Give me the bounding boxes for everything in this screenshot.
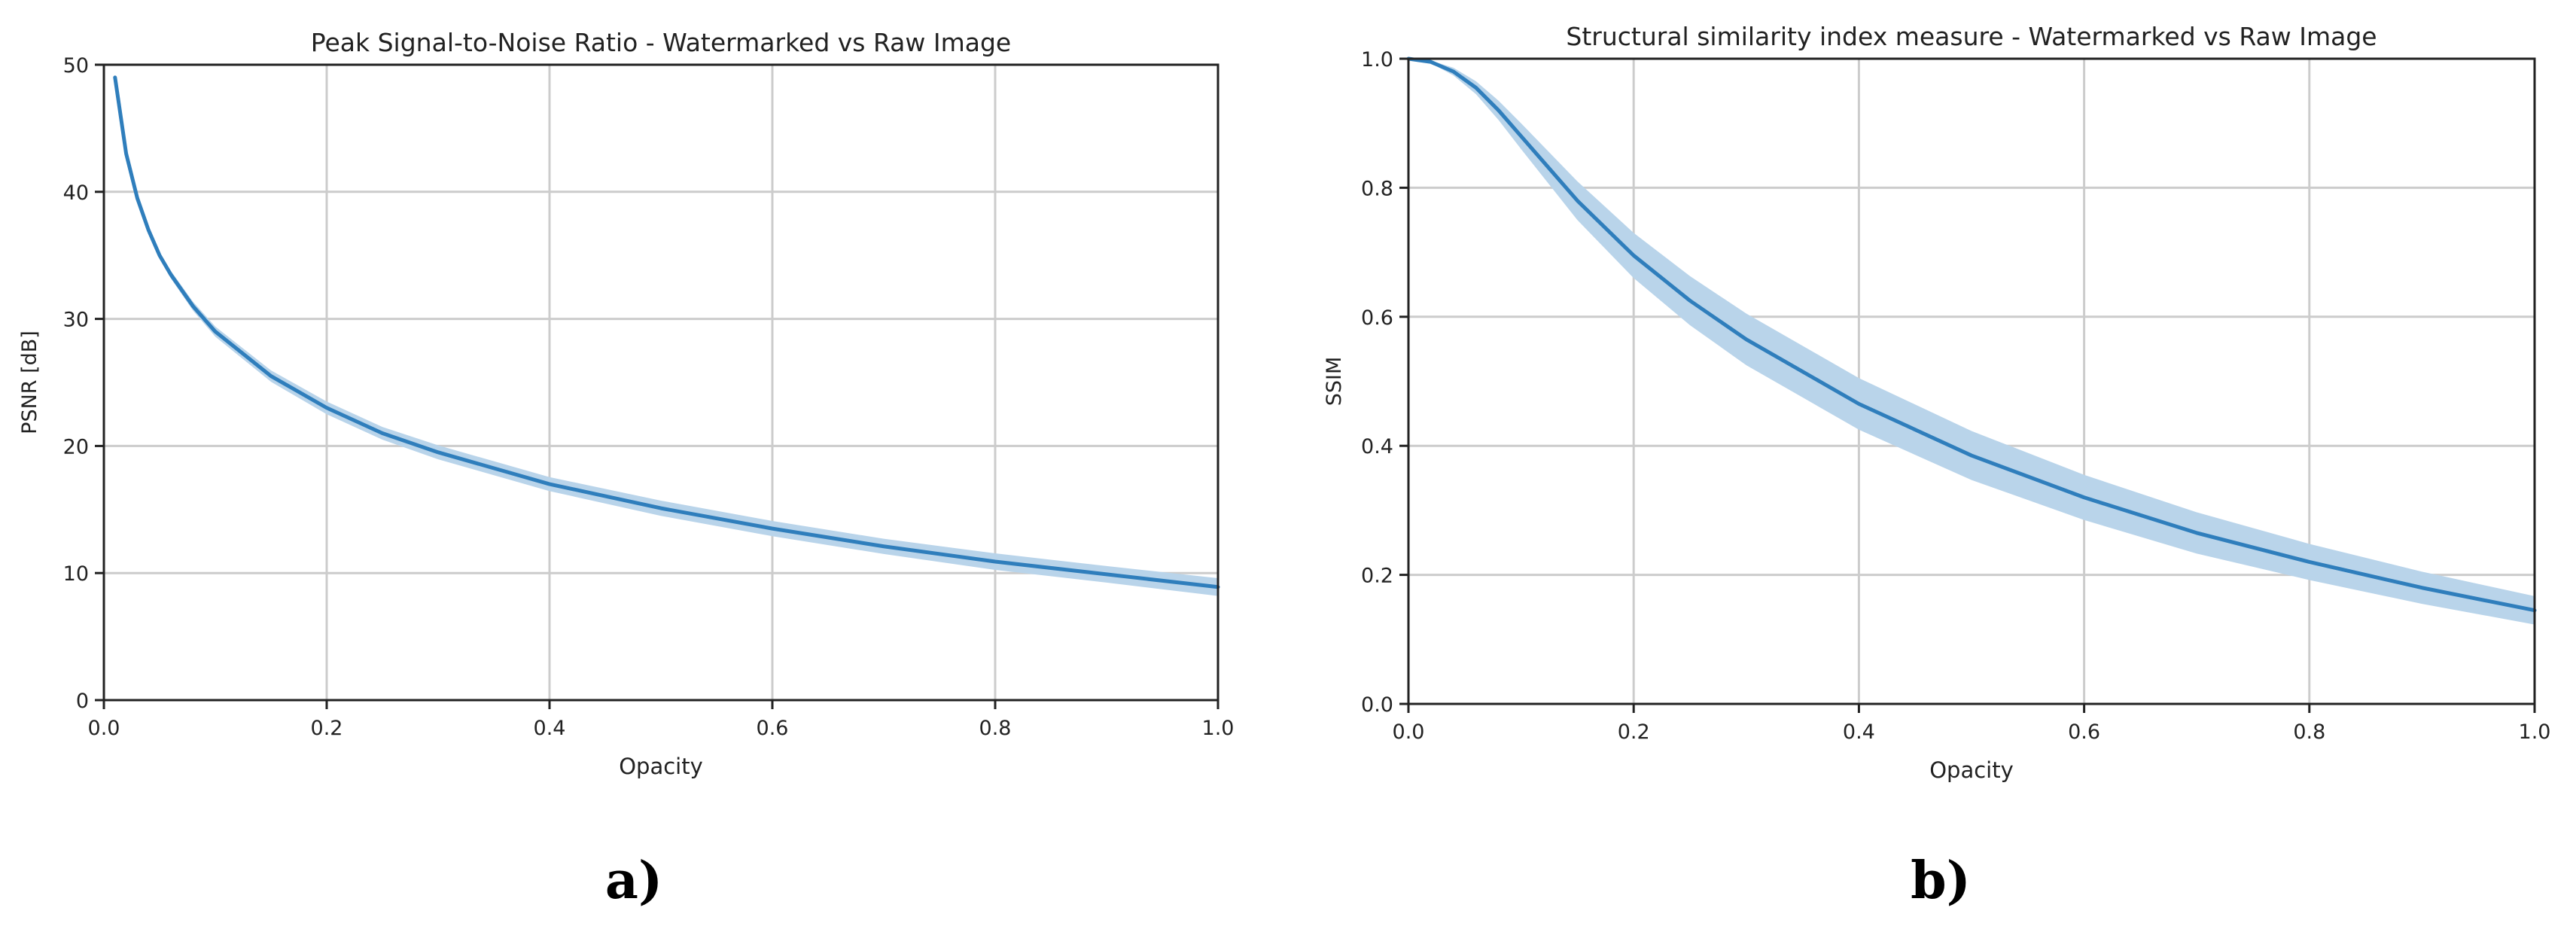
chart2-x-tick-label: 0.6 [2068, 720, 2100, 744]
chart1-x-tick-label: 0.8 [979, 717, 1012, 740]
chart2-y-tick-label: 1.0 [1361, 48, 1393, 72]
chart2-confidence-band [1408, 59, 2535, 625]
panel-label-b: b) [1911, 851, 1971, 911]
chart2-y-tick-label: 0.0 [1361, 693, 1393, 717]
chart1-y-tick-label: 50 [63, 54, 89, 78]
chart1-x-tick-label: 0.6 [757, 717, 789, 740]
chart2-plot-frame [1407, 57, 2536, 705]
chart2-y-tick-label: 0.4 [1361, 435, 1393, 458]
chart2-x-axis-label: Opacity [1929, 757, 2014, 783]
chart1-x-tick-label: 0.2 [311, 717, 343, 740]
chart2-x-tick-label: 0.8 [2293, 720, 2325, 744]
chart1-y-tick-label: 40 [63, 181, 89, 205]
chart1-title: Peak Signal-to-Noise Ratio - Watermarked… [311, 28, 1011, 57]
chart1-x-tick-label: 0.0 [88, 717, 120, 740]
chart1-x-axis-label: Opacity [619, 754, 703, 779]
chart1-x-tick-label: 0.4 [534, 717, 566, 740]
chart1-series-line [113, 75, 1220, 589]
chart1-confidence-band [114, 77, 1218, 596]
chart2-y-axis-label: SSIM [1323, 357, 1346, 407]
chart2-x-tick-label: 0.2 [1618, 720, 1650, 744]
chart2-x-tick-label: 1.0 [2519, 720, 2551, 744]
chart2-y-tick-label: 0.8 [1361, 177, 1393, 200]
chart1-y-tick-label: 10 [63, 562, 89, 586]
chart2-series-line [1406, 56, 2537, 613]
panel-label-a: a) [604, 851, 663, 911]
chart1-y-tick-label: 20 [63, 435, 89, 458]
chart2-y-tick-label: 0.2 [1361, 565, 1393, 588]
chart2-title: Structural similarity index measure - Wa… [1566, 22, 2377, 51]
chart2-y-tick-label: 0.6 [1361, 306, 1393, 330]
chart2-x-tick-label: 0.4 [1843, 720, 1875, 744]
chart1-y-axis-label: PSNR [dB] [18, 330, 41, 434]
chart1-y-tick-label: 30 [63, 309, 89, 332]
chart1-plot-frame [102, 63, 1219, 702]
chart1-x-tick-label: 1.0 [1202, 717, 1235, 740]
chart1-y-tick-label: 0 [76, 690, 89, 713]
chart2-x-tick-label: 0.0 [1393, 720, 1425, 744]
